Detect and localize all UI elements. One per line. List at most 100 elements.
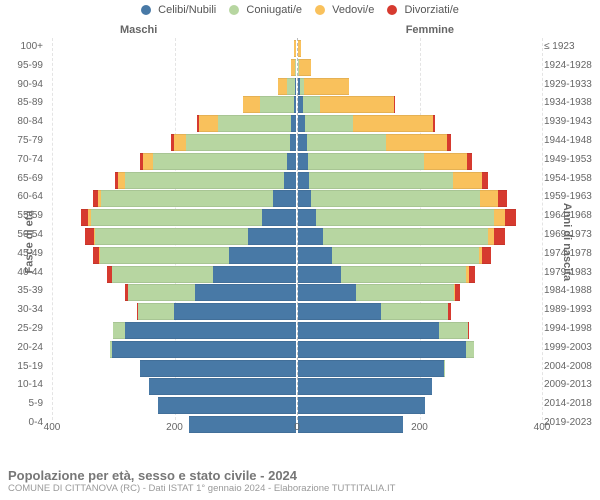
- female-bar: [298, 96, 395, 111]
- male-bar: [291, 59, 297, 74]
- seg-v: [298, 40, 301, 57]
- seg-c: [298, 228, 323, 245]
- seg-c: [298, 322, 439, 339]
- male-bar: [93, 190, 296, 205]
- male-bar: [125, 284, 296, 299]
- seg-g: [303, 96, 320, 113]
- seg-c: [125, 322, 297, 339]
- seg-g: [100, 247, 229, 264]
- seg-g: [309, 172, 453, 189]
- row-5-9: 5-92014-2018: [52, 395, 542, 414]
- seg-g: [307, 134, 387, 151]
- age-label: 30-34: [1, 301, 43, 320]
- age-label: 75-79: [1, 132, 43, 151]
- age-label: 10-14: [1, 376, 43, 395]
- birth-label: 1989-1993: [544, 301, 598, 320]
- seg-g: [186, 134, 290, 151]
- legend-swatch-celibi: [141, 5, 151, 15]
- seg-c: [112, 341, 296, 358]
- seg-v: [199, 115, 217, 132]
- female-bar: [298, 266, 475, 281]
- legend-item-divorziati: Divorziati/e: [387, 4, 458, 16]
- male-header: Maschi: [120, 24, 157, 36]
- age-label: 55-59: [1, 207, 43, 226]
- seg-g: [112, 266, 213, 283]
- female-bar: [298, 78, 349, 93]
- seg-v: [353, 115, 433, 132]
- legend-swatch-divorziati: [387, 5, 397, 15]
- seg-c: [213, 266, 296, 283]
- age-label: 45-49: [1, 245, 43, 264]
- birth-label: 1949-1953: [544, 151, 598, 170]
- seg-c: [290, 134, 296, 151]
- seg-d: [447, 134, 451, 151]
- female-bar: [298, 322, 469, 337]
- age-label: 15-19: [1, 358, 43, 377]
- seg-g: [332, 247, 479, 264]
- age-label: 5-9: [1, 395, 43, 414]
- seg-v: [143, 153, 153, 170]
- seg-v: [320, 96, 394, 113]
- seg-d: [448, 303, 450, 320]
- seg-c: [158, 397, 296, 414]
- birth-label: 1959-1963: [544, 188, 598, 207]
- x-tick: 400: [44, 422, 61, 433]
- seg-c: [298, 153, 308, 170]
- chart-subtitle: COMUNE DI CITTANOVA (RC) - Dati ISTAT 1°…: [8, 483, 395, 494]
- rows-container: 100+≤ 192395-991924-192890-941929-193385…: [52, 38, 542, 433]
- birth-label: 1994-1998: [544, 320, 598, 339]
- seg-g: [125, 172, 284, 189]
- footer: Popolazione per età, sesso e stato civil…: [8, 468, 395, 494]
- seg-g: [138, 303, 174, 320]
- seg-c: [298, 247, 332, 264]
- row-85-89: 85-891934-1938: [52, 94, 542, 113]
- legend-item-coniugati: Coniugati/e: [229, 4, 302, 16]
- x-tick: 200: [411, 422, 428, 433]
- seg-g: [113, 322, 124, 339]
- seg-c: [248, 228, 296, 245]
- seg-c: [298, 341, 466, 358]
- female-bar: [298, 303, 451, 318]
- seg-c: [298, 378, 432, 395]
- seg-d: [498, 190, 507, 207]
- birth-label: 1939-1943: [544, 113, 598, 132]
- seg-c: [174, 303, 297, 320]
- age-label: 85-89: [1, 94, 43, 113]
- seg-c: [195, 284, 296, 301]
- seg-g: [260, 96, 294, 113]
- row-65-69: 65-691954-1958: [52, 170, 542, 189]
- x-tick: 400: [534, 422, 551, 433]
- female-bar: [298, 40, 301, 55]
- seg-g: [295, 59, 296, 76]
- seg-g: [316, 209, 494, 226]
- row-45-49: 45-491974-1978: [52, 245, 542, 264]
- female-bar: [298, 397, 425, 412]
- female-bar: [298, 247, 491, 262]
- male-bar: [137, 303, 296, 318]
- seg-g: [381, 303, 448, 320]
- seg-c: [298, 303, 381, 320]
- female-bar: [298, 228, 505, 243]
- seg-d: [482, 172, 488, 189]
- birth-label: 1929-1933: [544, 76, 598, 95]
- row-80-84: 80-841939-1943: [52, 113, 542, 132]
- birth-label: 2019-2023: [544, 414, 598, 433]
- age-label: 50-54: [1, 226, 43, 245]
- seg-c: [273, 190, 296, 207]
- row-95-99: 95-991924-1928: [52, 57, 542, 76]
- birth-label: 1984-1988: [544, 282, 598, 301]
- birth-label: 1999-2003: [544, 339, 598, 358]
- seg-v: [304, 78, 350, 95]
- seg-d: [85, 228, 94, 245]
- seg-g: [341, 266, 467, 283]
- age-label: 80-84: [1, 113, 43, 132]
- seg-c: [298, 209, 316, 226]
- age-label: 70-74: [1, 151, 43, 170]
- male-bar: [149, 378, 296, 393]
- seg-v: [294, 40, 296, 57]
- seg-d: [81, 209, 88, 226]
- seg-c: [287, 153, 296, 170]
- seg-g: [101, 190, 273, 207]
- seg-g: [323, 228, 488, 245]
- seg-c: [291, 115, 296, 132]
